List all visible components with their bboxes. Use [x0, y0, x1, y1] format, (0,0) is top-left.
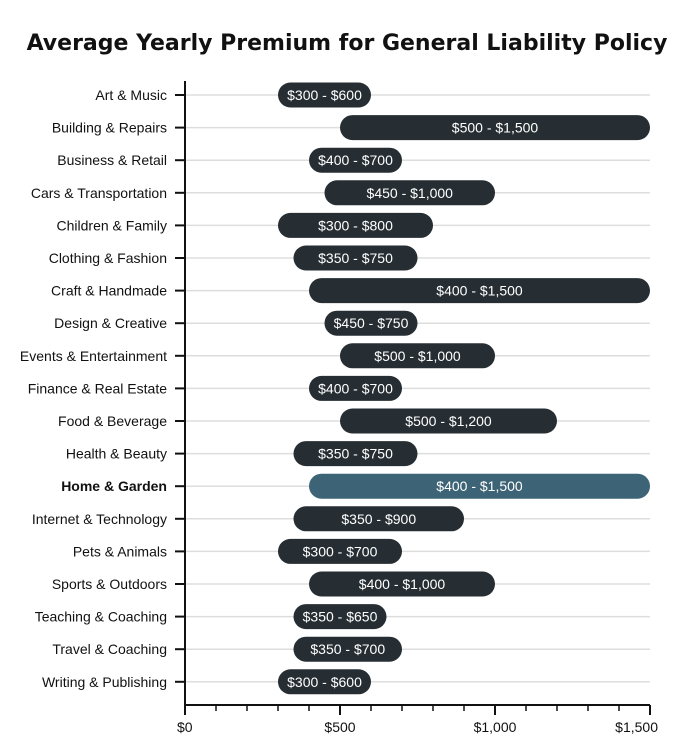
category-label: Building & Repairs — [52, 120, 167, 136]
range-bar — [309, 147, 402, 173]
range-bar — [340, 408, 557, 434]
category-label: Sports & Outdoors — [52, 576, 167, 592]
range-bar — [278, 669, 371, 695]
category-label: Design & Creative — [54, 315, 167, 331]
bar-value-label: $400 - $700 — [318, 152, 393, 168]
range-bar — [293, 604, 387, 630]
bar-value-label: $450 - $750 — [334, 315, 409, 331]
bar-value-label: $350 - $750 — [318, 250, 393, 266]
range-bar — [309, 278, 650, 304]
category-label: Home & Garden — [61, 478, 167, 494]
category-label: Children & Family — [57, 217, 167, 233]
range-bar — [340, 343, 495, 369]
range-bar — [278, 212, 433, 238]
x-axis: $0 $500 $1,000 $1,500 — [175, 81, 658, 735]
category-label: Business & Retail — [57, 152, 167, 168]
bar-value-label: $400 - $1,500 — [436, 478, 523, 494]
bar-value-label: $400 - $1,500 — [436, 283, 523, 299]
bar-value-label: $450 - $1,000 — [367, 185, 454, 201]
bar-value-label: $300 - $700 — [303, 543, 378, 559]
range-bar — [309, 375, 402, 401]
bar-value-label: $350 - $700 — [310, 641, 385, 657]
bar-value-label: $300 - $800 — [318, 217, 393, 233]
category-label: Travel & Coaching — [52, 641, 167, 657]
category-labels: Art & Music Building & Repairs Business & … — [20, 87, 167, 690]
x-tick-label: $0 — [177, 719, 193, 735]
range-bar — [293, 506, 464, 532]
bar-value-label: $400 - $700 — [318, 380, 393, 396]
range-bar — [293, 441, 418, 467]
range-bar — [324, 180, 495, 206]
category-label: Teaching & Coaching — [35, 609, 167, 625]
chart-title: Average Yearly Premium for General Liabi… — [27, 31, 668, 56]
category-label: Health & Beauty — [66, 446, 167, 462]
x-tick-label: $1,000 — [474, 719, 517, 735]
bars: $300 - $600 $500 - $1,500 $400 - $700 $450 … — [278, 82, 650, 695]
bar-value-label: $300 - $600 — [287, 87, 362, 103]
category-label: Cars & Transportation — [31, 185, 167, 201]
range-bar — [293, 636, 402, 662]
range-bar — [340, 115, 650, 141]
category-label: Internet & Technology — [32, 511, 167, 527]
category-label: Finance & Real Estate — [28, 380, 168, 396]
bar-value-label: $400 - $1,000 — [359, 576, 446, 592]
bar-value-label: $350 - $900 — [341, 511, 416, 527]
bar-value-label: $500 - $1,000 — [374, 348, 461, 364]
category-label: Pets & Animals — [73, 543, 167, 559]
bar-value-label: $300 - $600 — [287, 674, 362, 690]
range-bar — [278, 82, 371, 108]
category-label: Food & Beverage — [58, 413, 167, 429]
category-label: Clothing & Fashion — [49, 250, 167, 266]
range-bar — [293, 245, 418, 271]
category-label: Art & Music — [95, 87, 167, 103]
range-bar — [309, 571, 495, 597]
category-label: Writing & Publishing — [42, 674, 167, 690]
range-bar — [278, 538, 402, 564]
x-tick-label: $500 — [324, 719, 355, 735]
x-tick-label: $1,500 — [615, 719, 658, 735]
range-bar — [324, 310, 418, 336]
range-bar — [309, 473, 650, 499]
bar-value-label: $500 - $1,200 — [405, 413, 492, 429]
bar-value-label: $350 - $650 — [303, 609, 378, 625]
bar-value-label: $500 - $1,500 — [452, 120, 539, 136]
category-label: Events & Entertainment — [20, 348, 167, 364]
category-label: Craft & Handmade — [51, 283, 167, 299]
bar-value-label: $350 - $750 — [318, 446, 393, 462]
